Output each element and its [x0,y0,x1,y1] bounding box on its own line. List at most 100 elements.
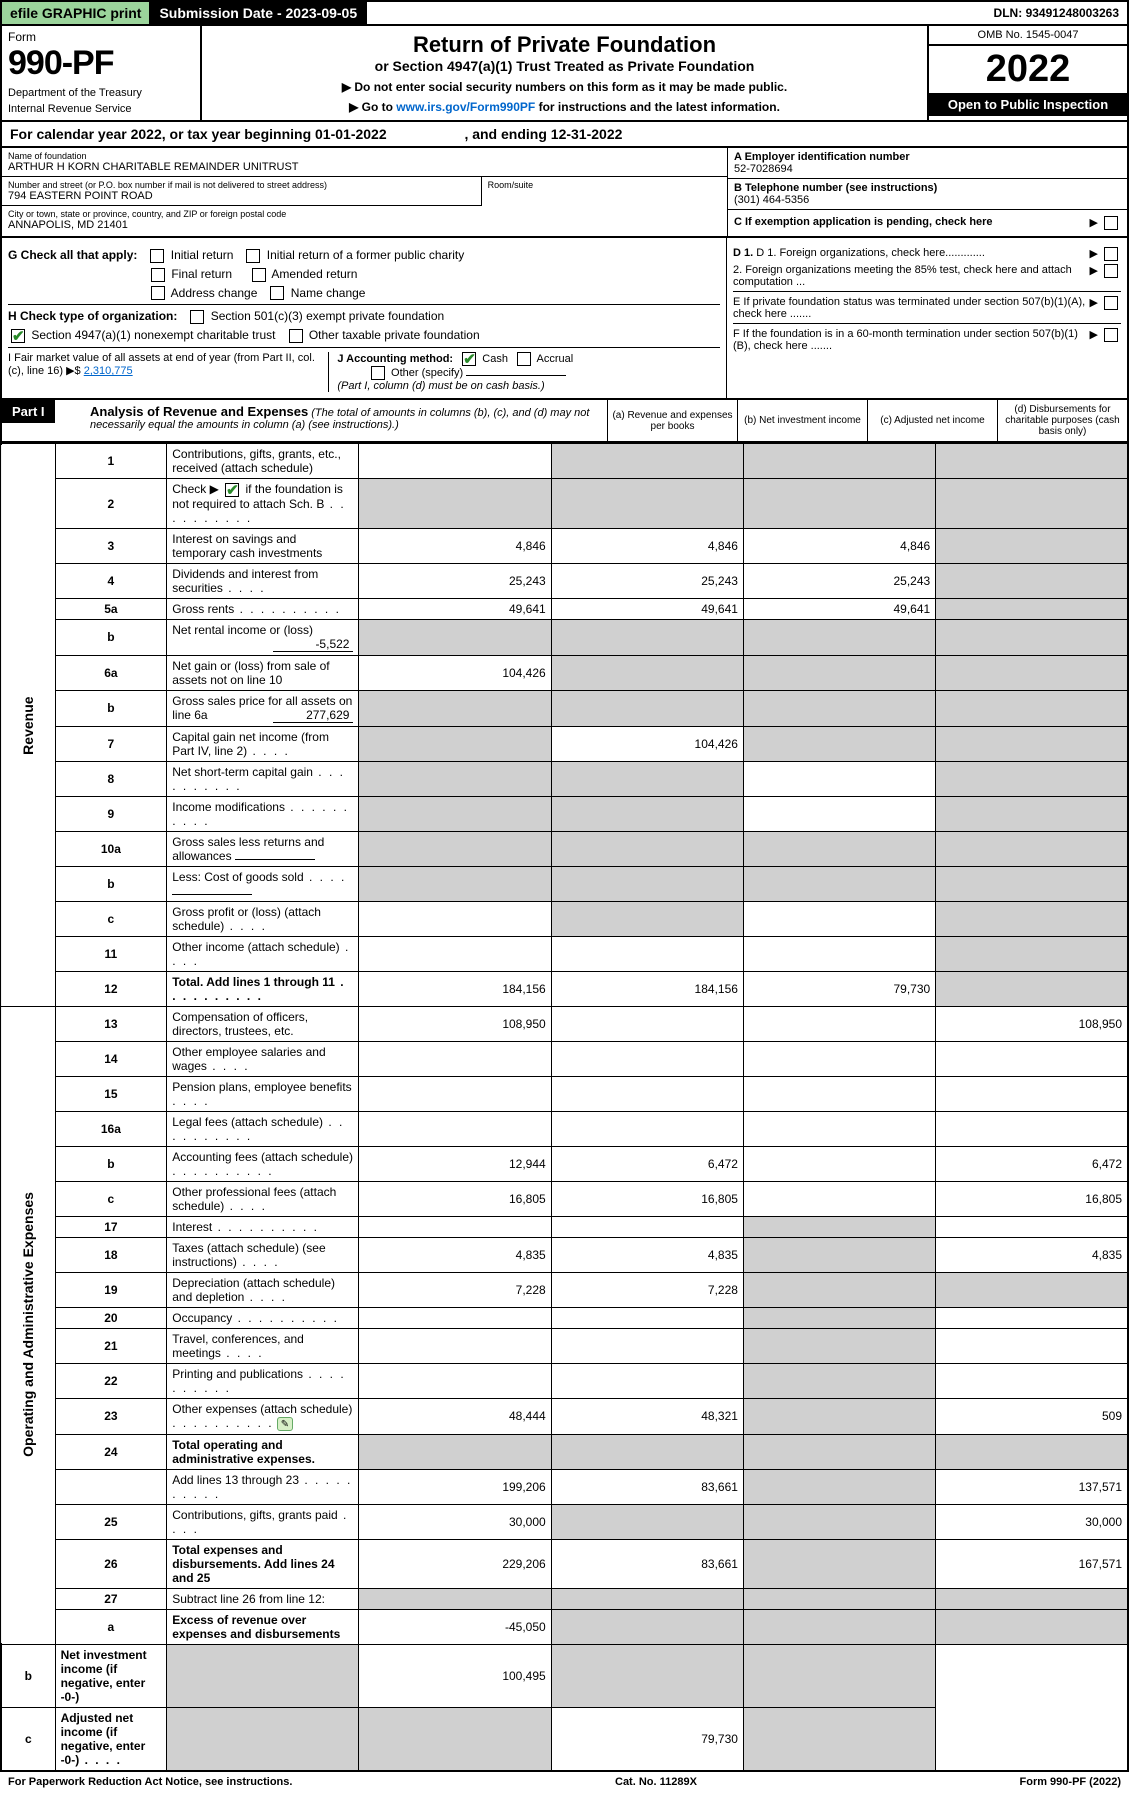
form-ref: Form 990-PF (2022) [1020,1776,1121,1788]
row-20: 20Occupancy [1,1307,1128,1328]
col-d-header: (d) Disbursements for charitable purpose… [997,400,1127,441]
efile-print-button[interactable]: efile GRAPHIC print [2,2,151,24]
h-501c3[interactable] [190,310,204,324]
i-fmv-value[interactable]: 2,310,775 [84,365,133,377]
col-b-header: (b) Net investment income [737,400,867,441]
e-label: E If private foundation status was termi… [733,296,1087,320]
h-other-taxable[interactable] [289,329,303,343]
part1-table: Revenue 1 Contributions, gifts, grants, … [0,443,1129,1772]
g-label: G Check all that apply: [8,248,137,262]
row-3: 3Interest on savings and temporary cash … [1,528,1128,563]
f-checkbox[interactable] [1104,328,1118,342]
i-label: I Fair market value of all assets at end… [8,352,315,377]
checkbox-section: G Check all that apply: Initial return I… [0,238,1129,400]
row-21: 21Travel, conferences, and meetings [1,1328,1128,1363]
instr-ssn: ▶ Do not enter social security numbers o… [208,80,921,94]
h-label: H Check type of organization: [8,309,177,323]
ein-label: A Employer identification number [734,151,1121,163]
form-title: Return of Private Foundation [208,32,921,58]
cat-no: Cat. No. 11289X [615,1776,697,1788]
j-note: (Part I, column (d) must be on cash basi… [337,380,544,392]
room-label: Room/suite [488,180,721,190]
j-label: J Accounting method: [337,353,453,365]
form-header: Form 990-PF Department of the Treasury I… [0,26,1129,122]
paperwork-notice: For Paperwork Reduction Act Notice, see … [8,1776,292,1788]
j-other[interactable] [371,366,385,380]
part1-title: Analysis of Revenue and Expenses [90,404,308,419]
row-9: 9Income modifications [1,796,1128,831]
row-10c: cGross profit or (loss) (attach schedule… [1,901,1128,936]
d1-label: D 1. D 1. Foreign organizations, check h… [733,247,1087,259]
row-19: 19Depreciation (attach schedule) and dep… [1,1272,1128,1307]
telephone: (301) 464-5356 [734,194,1121,206]
row-1: Revenue 1 Contributions, gifts, grants, … [1,444,1128,479]
row-18: 18Taxes (attach schedule) (see instructi… [1,1237,1128,1272]
dept-treasury: Department of the Treasury [8,87,194,99]
row-26: 26Total expenses and disbursements. Add … [1,1539,1128,1588]
calendar-year-row: For calendar year 2022, or tax year begi… [0,122,1129,148]
omb-number: OMB No. 1545-0047 [929,26,1127,46]
row-24b: Add lines 13 through 23199,20683,661137,… [1,1469,1128,1504]
j-cash[interactable] [462,352,476,366]
ein: 52-7028694 [734,163,1121,175]
foundation-name: ARTHUR H KORN CHARITABLE REMAINDER UNITR… [8,161,721,173]
topbar: efile GRAPHIC print Submission Date - 20… [0,0,1129,26]
name-label: Name of foundation [8,151,721,161]
g-name-change[interactable] [270,286,284,300]
row-14: 14Other employee salaries and wages [1,1041,1128,1076]
g-amended-return[interactable] [252,268,266,282]
d2-label: 2. Foreign organizations meeting the 85%… [733,264,1087,288]
d2-checkbox[interactable] [1104,264,1118,278]
row-5b: bNet rental income or (loss) -5,522 [1,619,1128,655]
dept-irs: Internal Revenue Service [8,103,194,115]
form-number: 990-PF [8,44,194,83]
revenue-side-label: Revenue [1,444,55,1007]
row-10a: 10aGross sales less returns and allowanc… [1,831,1128,866]
row-24: 24Total operating and administrative exp… [1,1434,1128,1469]
row-16b: bAccounting fees (attach schedule)12,944… [1,1146,1128,1181]
row-5a: 5aGross rents49,64149,64149,641 [1,598,1128,619]
col-a-header: (a) Revenue and expenses per books [607,400,737,441]
submission-date-label: Submission Date - 2023-09-05 [151,2,367,24]
add-icon[interactable]: ✎ [277,1417,293,1431]
row-11: 11Other income (attach schedule) [1,936,1128,971]
street-address: 794 EASTERN POINT ROAD [8,190,475,202]
g-initial-return[interactable] [150,249,164,263]
g-final-return[interactable] [151,268,165,282]
foundation-info: Name of foundation ARTHUR H KORN CHARITA… [0,148,1129,238]
tax-year: 2022 [929,46,1127,93]
irs-link[interactable]: www.irs.gov/Form990PF [396,100,535,114]
j-accrual[interactable] [517,352,531,366]
g-initial-former[interactable] [246,249,260,263]
row-10b: bLess: Cost of goods sold [1,866,1128,901]
row-7: 7Capital gain net income (from Part IV, … [1,726,1128,761]
row-2: 2 Check ▶ if the foundation is not requi… [1,479,1128,529]
schb-checkbox[interactable] [225,483,239,497]
page-footer: For Paperwork Reduction Act Notice, see … [0,1772,1129,1792]
city-label: City or town, state or province, country… [8,209,721,219]
g-address-change[interactable] [151,286,165,300]
dln: DLN: 93491248003263 [986,3,1127,23]
row-25: 25Contributions, gifts, grants paid30,00… [1,1504,1128,1539]
form-word: Form [8,30,194,44]
part1-label: Part I [2,400,55,423]
c-checkbox[interactable] [1104,216,1118,230]
tel-label: B Telephone number (see instructions) [734,182,1121,194]
addr-label: Number and street (or P.O. box number if… [8,180,475,190]
d1-checkbox[interactable] [1104,247,1118,261]
row-4: 4Dividends and interest from securities2… [1,563,1128,598]
instr-link: ▶ Go to www.irs.gov/Form990PF for instru… [208,100,921,114]
col-c-header: (c) Adjusted net income [867,400,997,441]
city-state-zip: ANNAPOLIS, MD 21401 [8,219,721,231]
row-8: 8Net short-term capital gain [1,761,1128,796]
row-27b: bNet investment income (if negative, ent… [1,1644,1128,1707]
row-6a: 6aNet gain or (loss) from sale of assets… [1,655,1128,690]
row-13: Operating and Administrative Expenses 13… [1,1006,1128,1041]
expenses-side-label: Operating and Administrative Expenses [1,1006,55,1644]
row-16a: 16aLegal fees (attach schedule) [1,1111,1128,1146]
row-27: 27Subtract line 26 from line 12: [1,1588,1128,1609]
h-4947a1[interactable] [11,329,25,343]
e-checkbox[interactable] [1104,296,1118,310]
row-12: 12Total. Add lines 1 through 11184,15618… [1,971,1128,1006]
f-label: F If the foundation is in a 60-month ter… [733,328,1087,352]
